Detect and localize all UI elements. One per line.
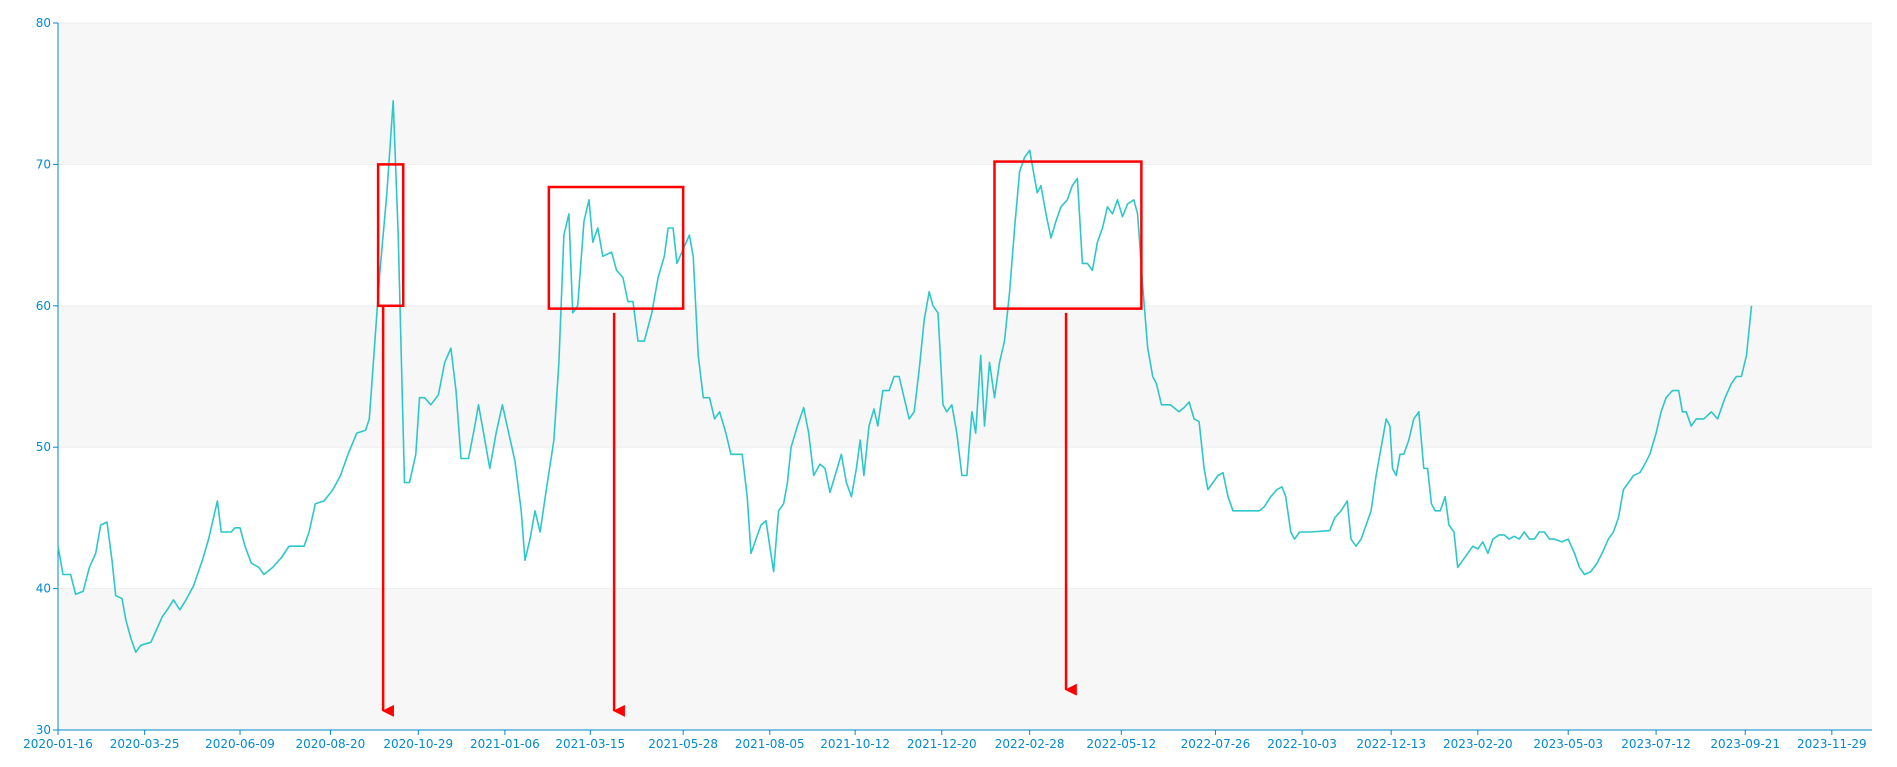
x-tick-label: 2022-10-03 — [1267, 737, 1337, 751]
y-tick-label: 50 — [36, 440, 51, 454]
y-tick-label: 80 — [36, 16, 51, 30]
x-tick-label: 2020-01-16 — [23, 737, 93, 751]
x-axis: 2020-01-16 2020-03-25 2020-06-09 2020-08-20… — [23, 729, 1872, 751]
y-tick-label: 30 — [36, 723, 51, 737]
y-axis: 30 40 50 60 70 80 — [36, 16, 59, 737]
y-tick-label: 60 — [36, 299, 51, 313]
x-tick-label: 2023-05-03 — [1533, 737, 1603, 751]
background-band — [58, 23, 1872, 165]
x-tick-label: 2021-01-06 — [470, 737, 540, 751]
highlight-box — [993, 160, 1143, 310]
background-band — [58, 447, 1872, 589]
x-tick-label: 2023-02-20 — [1443, 737, 1513, 751]
background-bands — [58, 23, 1872, 730]
x-tick-label: 2020-03-25 — [110, 737, 180, 751]
highlight-box — [547, 185, 685, 310]
y-tick-label: 70 — [36, 157, 51, 171]
x-tick-label: 2020-08-20 — [296, 737, 366, 751]
x-tick-label: 2021-10-12 — [820, 737, 890, 751]
x-tick-label: 2021-03-15 — [555, 737, 625, 751]
x-tick-label: 2020-10-29 — [383, 737, 453, 751]
x-tick-label: 2022-07-26 — [1181, 737, 1251, 751]
series-line — [57, 100, 1753, 653]
x-tick-label: 2022-02-28 — [995, 737, 1065, 751]
x-tick-label: 2023-09-21 — [1710, 737, 1780, 751]
x-tick-label: 2022-05-12 — [1086, 737, 1156, 751]
x-tick-label: 2020-06-09 — [205, 737, 275, 751]
x-tick-label: 2021-08-05 — [735, 737, 805, 751]
background-band — [58, 164, 1872, 306]
y-tick-label: 40 — [36, 582, 51, 596]
x-tick-label: 2021-12-20 — [907, 737, 977, 751]
x-tick-label: 2021-05-28 — [648, 737, 718, 751]
background-band — [58, 305, 1872, 448]
x-tick-label: 2022-12-13 — [1356, 737, 1426, 751]
highlight-box — [376, 163, 405, 308]
background-band — [58, 588, 1872, 730]
x-tick-label: 2023-11-29 — [1797, 737, 1867, 751]
series-layer — [57, 100, 1753, 653]
annotation-layer — [376, 160, 1143, 717]
x-tick-label: 2023-07-12 — [1621, 737, 1691, 751]
